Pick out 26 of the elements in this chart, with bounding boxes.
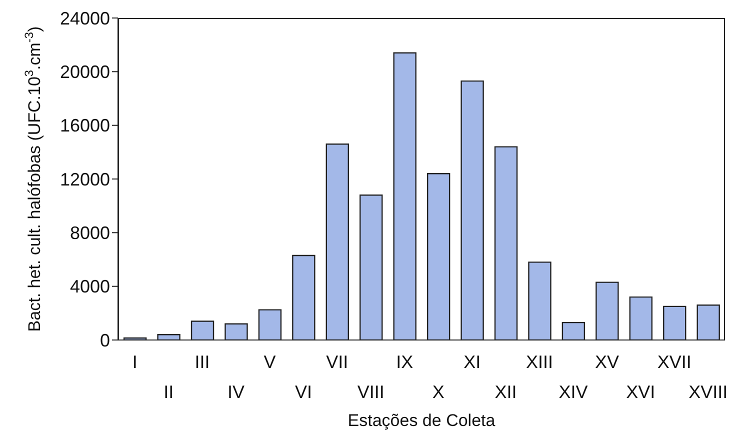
y-tick-label: 24000 xyxy=(60,8,110,28)
y-tick-label: 20000 xyxy=(60,62,110,82)
x-tick-label: XII xyxy=(494,382,517,402)
x-tick-label: XVI xyxy=(626,382,656,402)
x-axis-title: Estações de Coleta xyxy=(348,411,496,430)
x-tick-label: VIII xyxy=(357,382,384,402)
y-tick-label: 12000 xyxy=(60,169,110,190)
y-tick-label: 0 xyxy=(100,330,110,350)
x-tick-label: III xyxy=(194,352,210,372)
x-tick-label: VII xyxy=(326,352,348,372)
x-tick-label: IV xyxy=(228,382,245,402)
x-tick-label: XIII xyxy=(526,352,554,372)
x-tick-label: V xyxy=(264,352,276,372)
x-tick-label: XVII xyxy=(657,352,692,372)
x-tick-label: VI xyxy=(294,382,312,402)
y-tick-label: 16000 xyxy=(60,116,110,136)
x-tick-label: XIV xyxy=(558,382,588,402)
x-tick-label: XVIII xyxy=(688,382,728,402)
x-tick-label: IX xyxy=(396,352,414,372)
y-tick-label: 4000 xyxy=(70,276,110,297)
x-tick-label: X xyxy=(432,382,444,402)
x-tick-label: I xyxy=(132,352,138,372)
y-tick-label: 8000 xyxy=(70,223,110,244)
x-tick-label: XV xyxy=(594,352,619,372)
x-tick-label: II xyxy=(164,382,174,402)
x-tick-label: XI xyxy=(464,352,481,372)
